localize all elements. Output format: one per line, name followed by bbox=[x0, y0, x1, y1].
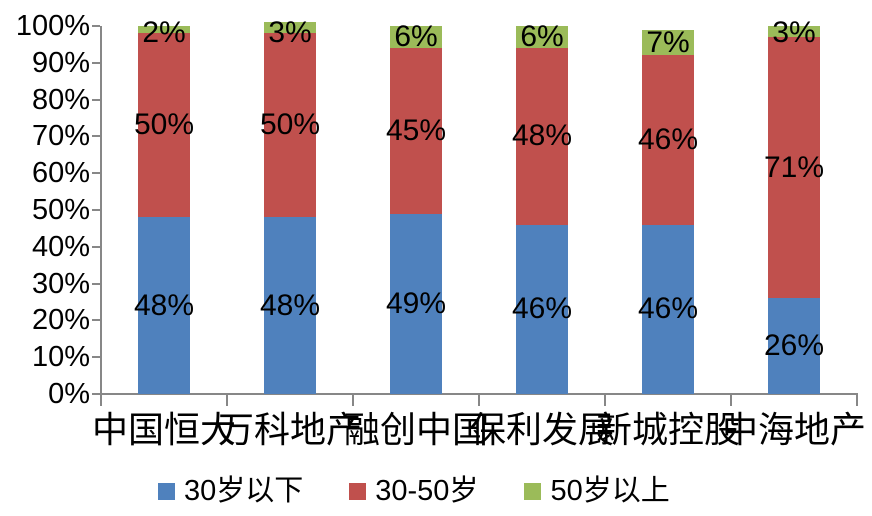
legend-swatch bbox=[158, 482, 175, 500]
bar-segment bbox=[138, 26, 190, 34]
category-label: 万科地产 bbox=[217, 409, 362, 450]
y-axis-tick-label: 70% bbox=[31, 120, 90, 153]
legend-label: 50岁以上 bbox=[550, 475, 670, 507]
bar-segment bbox=[768, 298, 820, 394]
bar-segment bbox=[264, 33, 316, 218]
bar-segment bbox=[642, 224, 694, 394]
x-axis-tick bbox=[478, 393, 480, 406]
y-axis-tick-label: 50% bbox=[31, 194, 90, 226]
y-axis-tick-label: 30% bbox=[31, 267, 90, 300]
y-axis-tick bbox=[92, 319, 100, 322]
x-axis-tick bbox=[100, 393, 102, 406]
bar-segment-label: 48% bbox=[511, 119, 573, 153]
y-axis-tick bbox=[92, 172, 100, 175]
bar-segment-label: 50% bbox=[259, 108, 321, 142]
chart-legend: 30岁以下 30-50岁 50岁以上 bbox=[158, 472, 670, 510]
bar-segment bbox=[768, 26, 820, 38]
legend-item: 30岁以下 bbox=[158, 475, 303, 507]
legend-label: 30-50岁 bbox=[375, 475, 479, 507]
bar-segment-label: 46% bbox=[637, 292, 699, 326]
bar-segment bbox=[642, 55, 694, 225]
bar-segment bbox=[390, 48, 442, 214]
x-axis-tick bbox=[856, 393, 858, 406]
bar-segment bbox=[516, 48, 568, 225]
y-axis-tick-label: 0% bbox=[48, 378, 90, 410]
bar-segment bbox=[642, 29, 694, 56]
bar-segment-label: 7% bbox=[646, 25, 690, 59]
bar-segment bbox=[138, 33, 190, 218]
bar-segment bbox=[516, 224, 568, 394]
y-axis-tick-label: 80% bbox=[31, 83, 90, 116]
bar-segment-label: 71% bbox=[763, 150, 825, 184]
bar-segment-label: 3% bbox=[268, 16, 312, 49]
bar-segment-label: 49% bbox=[385, 286, 447, 320]
y-axis-tick-label: 60% bbox=[31, 157, 90, 190]
x-axis-tick bbox=[604, 393, 606, 406]
category-label: 保利发展 bbox=[469, 409, 614, 450]
y-axis-tick bbox=[92, 25, 100, 27]
y-axis-tick bbox=[92, 356, 100, 359]
bar-segment-label: 48% bbox=[133, 288, 195, 322]
bar-segment bbox=[390, 213, 442, 394]
y-axis-tick bbox=[92, 98, 100, 101]
bar-segment-label: 45% bbox=[385, 113, 447, 147]
y-axis-tick-label: 90% bbox=[31, 46, 90, 79]
legend-swatch bbox=[349, 482, 367, 500]
bar-segment-label: 2% bbox=[142, 16, 186, 49]
y-axis-tick bbox=[92, 209, 100, 211]
category-label: 中海地产 bbox=[721, 409, 866, 450]
y-axis-tick-label: 100% bbox=[15, 10, 90, 42]
x-axis-tick bbox=[730, 393, 732, 406]
bar-segment-label: 6% bbox=[520, 20, 564, 54]
category-label: 融创中国 bbox=[343, 409, 488, 450]
y-axis-tick-label: 10% bbox=[31, 341, 90, 374]
x-axis-tick bbox=[352, 393, 354, 406]
category-label: 中国恒大 bbox=[91, 409, 236, 450]
bar-segment-label: 48% bbox=[259, 288, 321, 322]
bar-segment bbox=[768, 37, 820, 299]
bar-segment bbox=[516, 26, 568, 49]
bar-segment-label: 6% bbox=[394, 20, 438, 54]
y-axis-tick bbox=[92, 61, 100, 64]
bar-segment bbox=[264, 217, 316, 394]
y-axis-tick-label: 20% bbox=[31, 304, 90, 337]
y-axis-tick bbox=[92, 282, 100, 285]
legend-item: 50岁以上 bbox=[524, 475, 670, 507]
y-axis-tick bbox=[92, 393, 100, 395]
bar-segment bbox=[138, 217, 190, 394]
y-axis-tick bbox=[92, 245, 100, 248]
y-axis-line bbox=[100, 26, 102, 405]
bar-segment bbox=[264, 22, 316, 34]
bar-segment-label: 3% bbox=[772, 16, 816, 49]
bar-segment-label: 26% bbox=[763, 329, 825, 363]
legend-label: 30岁以下 bbox=[184, 475, 304, 507]
y-axis-tick bbox=[92, 135, 100, 138]
legend-item: 30-50岁 bbox=[349, 475, 478, 507]
category-label: 新城控股 bbox=[595, 409, 740, 450]
y-axis-tick-label: 40% bbox=[31, 230, 90, 263]
bar-segment-label: 46% bbox=[637, 123, 699, 157]
legend-swatch bbox=[524, 482, 542, 500]
bar-segment bbox=[390, 26, 442, 49]
x-axis-tick bbox=[226, 393, 228, 406]
bar-segment-label: 50% bbox=[133, 108, 195, 142]
bar-segment-label: 46% bbox=[511, 292, 573, 326]
